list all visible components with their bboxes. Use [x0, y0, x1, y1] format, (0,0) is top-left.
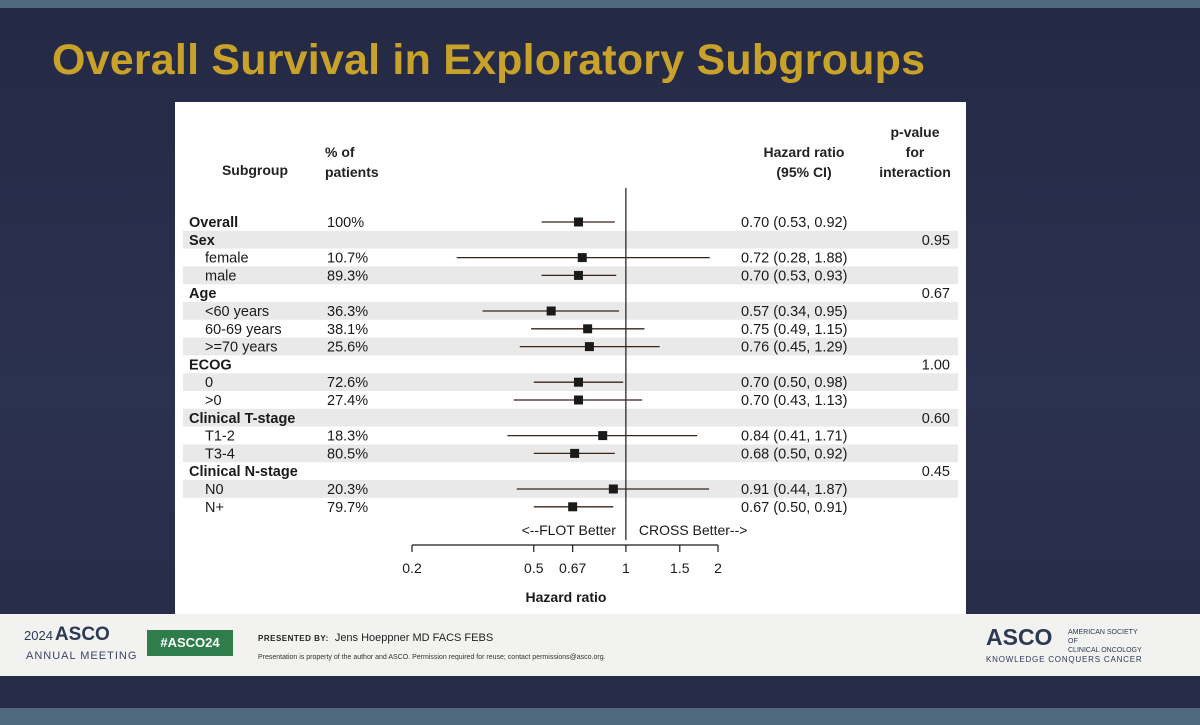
row-pct: 89.3%: [327, 268, 368, 284]
x-tick-label: 0.2: [402, 560, 422, 576]
row-hr-ci: 0.84 (0.41, 1.71): [741, 429, 847, 445]
row-p-value: 1.00: [922, 357, 950, 373]
row-label: Clinical N-stage: [189, 464, 298, 480]
asco-logo: ASCO: [986, 624, 1053, 650]
row-pct: 10.7%: [327, 251, 368, 267]
presented-by: PRESENTED BY: Jens Hoeppner MD FACS FEBS: [258, 632, 493, 644]
forest-plot: Overall 100% 0.70 (0.53, 0.92) Sex 0.95 femal…: [183, 188, 958, 605]
row-label: N0: [205, 482, 224, 498]
row-hr-ci: 0.68 (0.50, 0.92): [741, 446, 847, 462]
hr-marker: [570, 448, 580, 458]
row-label: Age: [189, 286, 216, 302]
x-tick-label: 0.5: [524, 560, 544, 576]
row-label: Clinical T-stage: [189, 411, 295, 427]
row-hr-ci: 0.70 (0.53, 0.93): [741, 268, 847, 284]
row-p-value: 0.67: [922, 286, 950, 302]
x-tick-label: 1: [622, 560, 630, 576]
x-tick-label: 0.67: [559, 560, 586, 576]
row-pct: 25.6%: [327, 340, 368, 356]
flot-better-label: <--FLOT Better: [522, 522, 617, 538]
hr-marker: [608, 484, 618, 494]
row-pct: 72.6%: [327, 375, 368, 391]
row-label: 0: [205, 375, 213, 391]
row-pct: 100%: [327, 215, 364, 231]
row-hr-ci: 0.72 (0.28, 1.88): [741, 251, 847, 267]
presenter-name: Jens Hoeppner MD FACS FEBS: [334, 632, 494, 644]
row-label: >=70 years: [205, 340, 278, 356]
row-label: T3-4: [205, 446, 235, 462]
hr-marker: [568, 502, 578, 512]
row-pct: 80.5%: [327, 446, 368, 462]
asco-meeting-logo: 2024 ASCO: [24, 624, 110, 646]
row-label: 60-69 years: [205, 322, 282, 338]
row-p-value: 0.95: [922, 233, 950, 249]
hr-marker: [583, 324, 593, 334]
row-label: <60 years: [205, 304, 269, 320]
forest-plot-panel: Overall 100% 0.70 (0.53, 0.92) Sex 0.95 femal…: [175, 102, 966, 615]
hr-marker: [577, 253, 587, 263]
slide-title: Overall Survival in Exploratory Subgroup…: [52, 36, 926, 84]
row-label: female: [205, 251, 249, 267]
row-pct: 18.3%: [327, 429, 368, 445]
hr-marker: [573, 377, 583, 387]
row-hr-ci: 0.91 (0.44, 1.87): [741, 482, 847, 498]
row-label: N+: [205, 500, 224, 516]
cross-better-label: CROSS Better-->: [639, 522, 748, 538]
hr-marker: [573, 395, 583, 405]
footer-bar: 2024 ASCO ANNUAL MEETING #ASCO24 PRESENTE…: [0, 614, 1200, 676]
row-label: >0: [205, 393, 222, 409]
meeting-year: 2024: [24, 628, 53, 643]
slide: Overall Survival in Exploratory Subgroup…: [0, 8, 1200, 708]
row-label: male: [205, 268, 236, 284]
x-axis-title: Hazard ratio: [526, 589, 607, 605]
presented-by-label: PRESENTED BY:: [258, 634, 329, 643]
row-hr-ci: 0.75 (0.49, 1.15): [741, 322, 847, 338]
x-tick-label: 1.5: [670, 560, 690, 576]
meeting-asco: ASCO: [54, 624, 110, 645]
hr-marker: [573, 217, 583, 227]
row-label: T1-2: [205, 429, 235, 445]
header-p-interaction: p-value for interaction: [879, 124, 951, 180]
row-shade: [183, 230, 958, 249]
row-hr-ci: 0.70 (0.50, 0.98): [741, 375, 847, 391]
row-label: Sex: [189, 233, 215, 249]
disclaimer-text: Presentation is property of the author a…: [258, 654, 606, 661]
row-shade: [183, 408, 958, 427]
header-subgroup: Subgroup: [221, 162, 289, 178]
hashtag-badge: #ASCO24: [147, 630, 233, 656]
row-label: ECOG: [189, 357, 232, 373]
row-p-value: 0.45: [922, 464, 950, 480]
hr-marker: [546, 306, 556, 316]
row-pct: 38.1%: [327, 322, 368, 338]
hr-marker: [573, 270, 583, 280]
row-hr-ci: 0.57 (0.34, 0.95): [741, 304, 847, 320]
x-tick-label: 2: [714, 560, 722, 576]
annual-meeting-label: ANNUAL MEETING: [26, 650, 138, 662]
row-pct: 36.3%: [327, 304, 368, 320]
row-hr-ci: 0.70 (0.43, 1.13): [741, 393, 847, 409]
row-label: Overall: [189, 215, 238, 231]
row-hr-ci: 0.70 (0.53, 0.92): [741, 215, 847, 231]
row-hr-ci: 0.67 (0.50, 0.91): [741, 500, 847, 516]
header-hazard-ratio: Hazard ratio (95% CI): [763, 144, 845, 180]
header-pct-patients: % of patients: [325, 144, 379, 180]
row-pct: 20.3%: [327, 482, 368, 498]
row-hr-ci: 0.76 (0.45, 1.29): [741, 340, 847, 356]
row-p-value: 0.60: [922, 411, 950, 427]
asco-society-name: AMERICAN SOCIETY OF CLINICAL ONCOLOGY: [1068, 629, 1142, 654]
asco-tagline: KNOWLEDGE CONQUERS CANCER: [986, 655, 1143, 664]
row-pct: 27.4%: [327, 393, 368, 409]
row-pct: 79.7%: [327, 500, 368, 516]
hr-marker: [598, 431, 608, 441]
hr-marker: [584, 342, 594, 352]
